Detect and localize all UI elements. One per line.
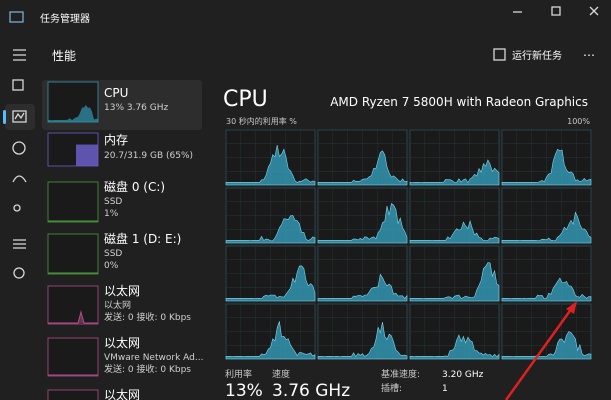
cpu-usage-shape (225, 144, 316, 186)
annotation-arrow (504, 301, 577, 400)
item-name[interactable]: 以太网 (104, 335, 140, 350)
cpu-usage-shape (317, 321, 408, 360)
arrow-line (504, 307, 574, 400)
item-detail: 20.7/31.9 GB (65%) (104, 151, 193, 161)
stat-label: 速度 (272, 368, 290, 380)
item-name[interactable]: 磁盘 1 (D: E:) (104, 231, 181, 246)
cpu-usage-shape (409, 219, 500, 244)
item-name[interactable]: 内存 (104, 133, 128, 147)
arrow-head (566, 301, 577, 314)
title-bar (0, 0, 611, 36)
maximize[interactable] (551, 6, 561, 16)
page-title: 性能 (52, 49, 76, 63)
services-icon[interactable] (13, 267, 25, 279)
item-detail: 0% (104, 261, 119, 271)
details-icon[interactable] (13, 239, 26, 249)
item-detail: 发送: 0 接收: 0 Kbps (104, 311, 191, 323)
startup-icon[interactable] (12, 175, 27, 183)
cpu-title: CPU (223, 87, 268, 112)
item-name[interactable]: 以太网 (104, 387, 140, 400)
thumb-bg (47, 337, 99, 377)
history-icon[interactable] (12, 141, 26, 155)
cpu-usage-shape (501, 331, 592, 360)
cpu-usage-shape (225, 215, 316, 244)
cpu-usage-shape (225, 265, 316, 302)
cpu-usage-shape (225, 321, 316, 360)
run-task[interactable]: 运行新任务 (512, 49, 562, 62)
thumbnails (47, 81, 99, 400)
detail-value: 3.20 GHz (442, 370, 484, 380)
thumb-shape (48, 105, 98, 122)
stat-value: 3.76 GHz (272, 381, 350, 400)
cpu-usage-shape (317, 202, 408, 244)
graph-label: 30 秒内的利用率 % (226, 116, 297, 126)
users-icon[interactable] (13, 204, 21, 212)
item-detail: SSD (104, 249, 122, 259)
thumb-bg (47, 389, 99, 400)
stat-value: 13% (225, 381, 263, 400)
item-detail: VMware Network Ad... (104, 353, 203, 363)
cpu-graphs (225, 129, 592, 360)
run-task-icon[interactable] (493, 48, 506, 61)
item-name[interactable]: 以太网 (104, 283, 140, 298)
close[interactable] (589, 6, 599, 16)
detail-value: 1 (442, 384, 448, 394)
cpu-usage-shape (501, 211, 592, 244)
item-name[interactable]: 磁盘 0 (C:) (104, 179, 165, 194)
cpu-usage-shape (317, 273, 408, 302)
item-detail: 发送: 0 接收: 0 Kbps (104, 363, 191, 375)
cpu-usage-shape (409, 334, 500, 360)
menu-icon[interactable] (13, 49, 26, 61)
performance-icon[interactable] (12, 110, 27, 123)
more[interactable]: ⋯ (583, 48, 595, 62)
item-detail: SSD (104, 197, 122, 207)
thumb-shape (76, 144, 98, 166)
window-title: 任务管理器 (40, 12, 90, 25)
cpu-usage-shape (409, 159, 500, 186)
cpu-model: AMD Ryzen 7 5800H with Radeon Graphics (330, 95, 588, 109)
graph-max: 100% (567, 117, 590, 126)
cpu-usage-shape (317, 150, 408, 186)
app-icon (9, 11, 24, 23)
thumb-shape (48, 310, 98, 324)
nav-indicator (3, 110, 6, 124)
detail-label: 插槽: (381, 382, 402, 394)
cpu-usage-shape (501, 148, 592, 186)
processes-icon[interactable] (12, 79, 24, 91)
item-detail: 1% (104, 209, 119, 219)
stat-label: 利用率 (225, 368, 252, 380)
item-name[interactable]: CPU (104, 86, 128, 100)
detail-label: 基准速度: (381, 368, 420, 380)
thumb-bg (47, 285, 99, 325)
thumb-bg (47, 181, 99, 223)
cpu-usage-shape (409, 262, 500, 302)
thumb-bg (47, 233, 99, 275)
nav-icons (3, 49, 35, 279)
cpu-usage-shape (501, 277, 592, 302)
item-detail: 以太网 (104, 299, 131, 311)
item-detail: 13% 3.76 GHz (104, 103, 169, 113)
